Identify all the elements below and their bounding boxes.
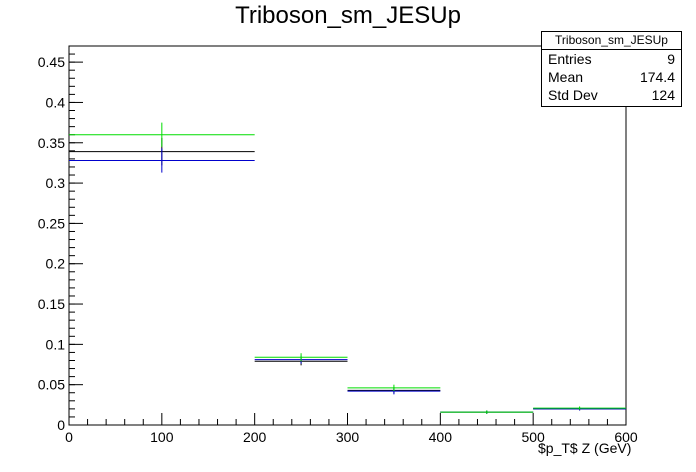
y-tick-label: 0.15 (38, 296, 65, 312)
x-tick-label: 400 (429, 429, 453, 445)
chart-title: Triboson_sm_JESUp (235, 2, 461, 29)
x-tick-label: 600 (614, 429, 638, 445)
stats-row-entries: Entries 9 (542, 50, 681, 68)
x-tick-label: 300 (336, 429, 360, 445)
histogram-series (69, 122, 626, 414)
x-tick-label: 100 (150, 429, 174, 445)
y-axis: 0 0.05 0.1 0.15 0.2 0.25 0.3 0.35 0.4 0.45 (38, 45, 83, 433)
y-tick-label: 0.35 (38, 135, 65, 151)
stats-value: 124 (651, 87, 675, 103)
x-tick-label: 0 (65, 429, 73, 445)
y-tick-label: 0.05 (38, 377, 65, 393)
stats-box: Triboson_sm_JESUp Entries 9 Mean 174.4 S… (541, 31, 682, 107)
y-tick-label: 0.4 (46, 94, 66, 110)
x-axis-label: $p_T$ Z (GeV) (538, 440, 632, 456)
x-axis: 0 100 200 300 400 500 600 (65, 413, 638, 445)
y-tick-label: 0.1 (46, 336, 66, 352)
stats-label: Mean (548, 69, 584, 85)
x-tick-label: 200 (243, 429, 267, 445)
y-tick-label: 0.45 (38, 54, 65, 70)
stats-row-stddev: Std Dev 124 (542, 86, 681, 104)
y-tick-label: 0.25 (38, 215, 65, 231)
stats-label: Std Dev (548, 87, 598, 103)
y-tick-label: 0 (57, 417, 65, 433)
stats-value: 174.4 (639, 69, 675, 85)
y-tick-label: 0.3 (46, 175, 66, 191)
stats-label: Entries (548, 51, 592, 67)
stats-row-mean: Mean 174.4 (542, 68, 681, 86)
y-tick-label: 0.2 (46, 256, 66, 272)
stats-box-title: Triboson_sm_JESUp (542, 32, 681, 50)
stats-value: 9 (667, 51, 675, 67)
x-tick-label: 500 (521, 429, 545, 445)
